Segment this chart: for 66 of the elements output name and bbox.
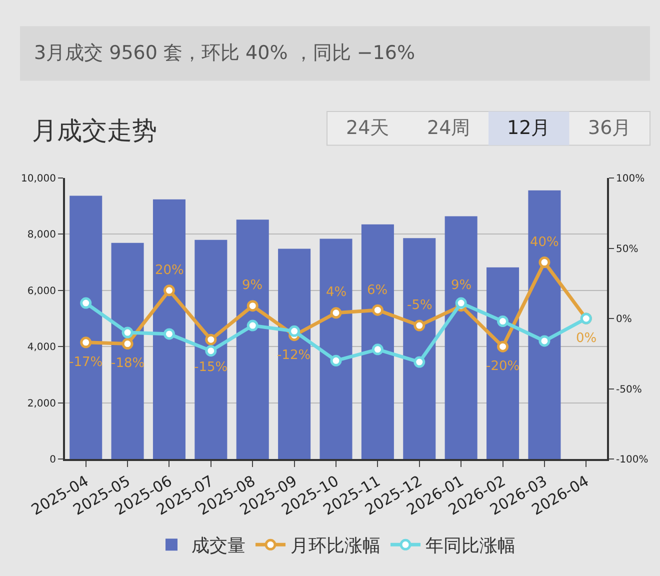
bar — [403, 238, 436, 459]
bar — [152, 199, 186, 459]
bar — [236, 220, 269, 459]
bar — [111, 242, 144, 459]
data-label: -15% — [194, 360, 228, 375]
bar — [320, 238, 352, 459]
y2-tick-label: 0% — [616, 314, 632, 325]
chart-title: 月成交走势 — [32, 116, 157, 145]
point — [538, 256, 550, 268]
point — [455, 297, 467, 309]
point — [246, 320, 258, 332]
legend-label: 成交量 — [192, 536, 246, 557]
point — [80, 297, 92, 309]
data-label: 4% — [326, 285, 347, 300]
data-label: 40% — [530, 235, 559, 250]
y-tick-label: 10,000 — [21, 174, 56, 184]
point — [205, 334, 217, 346]
point — [330, 354, 342, 366]
bar — [528, 190, 561, 459]
y-tick-label: 8,000 — [27, 230, 56, 241]
text: 36月 — [588, 117, 632, 139]
data-label: -20% — [486, 359, 520, 374]
point — [246, 300, 258, 312]
y-tick-label: 6,000 — [27, 286, 56, 297]
data-label: 9% — [242, 278, 263, 293]
y2-tick-label: 100% — [616, 174, 645, 184]
bar — [486, 267, 520, 459]
point — [372, 304, 384, 316]
point — [122, 326, 134, 338]
point — [330, 307, 342, 319]
point — [372, 344, 384, 356]
data-label: 20% — [155, 263, 184, 278]
bar — [70, 196, 102, 459]
data-label: 0% — [576, 331, 597, 346]
text: 24天 — [346, 117, 390, 139]
point — [205, 345, 217, 357]
point — [497, 340, 509, 352]
data-label: -5% — [407, 298, 432, 313]
bar — [361, 224, 394, 459]
data-label: 6% — [367, 283, 388, 298]
y-tick-label: 4,000 — [27, 342, 56, 354]
point — [538, 335, 550, 347]
y2-tick-label: 50% — [616, 244, 638, 255]
bar — [444, 216, 478, 459]
y-tick-label: 2,000 — [27, 398, 56, 410]
y-tick-label: 0 — [50, 454, 56, 466]
text: 12月 — [507, 117, 550, 139]
point — [163, 284, 175, 296]
point — [122, 338, 134, 350]
y2-tick-label: -50% — [616, 384, 642, 396]
data-label: -17% — [69, 355, 103, 370]
text: 24周 — [427, 117, 470, 139]
point — [163, 328, 175, 340]
data-label: -18% — [111, 356, 145, 371]
point — [497, 316, 509, 328]
y2-tick-label: -100% — [616, 454, 648, 466]
data-label: 9% — [451, 278, 472, 293]
point — [414, 356, 426, 368]
bar — [278, 248, 311, 459]
point — [414, 320, 426, 332]
bar — [194, 240, 228, 459]
legend-label: 年同比涨幅 — [426, 536, 516, 557]
point — [288, 325, 300, 337]
point — [80, 336, 92, 348]
legend-label: 月环比涨幅 — [290, 536, 380, 557]
text: 3月成交 9560 套，环比 40% ，同比 −16% — [34, 42, 416, 64]
